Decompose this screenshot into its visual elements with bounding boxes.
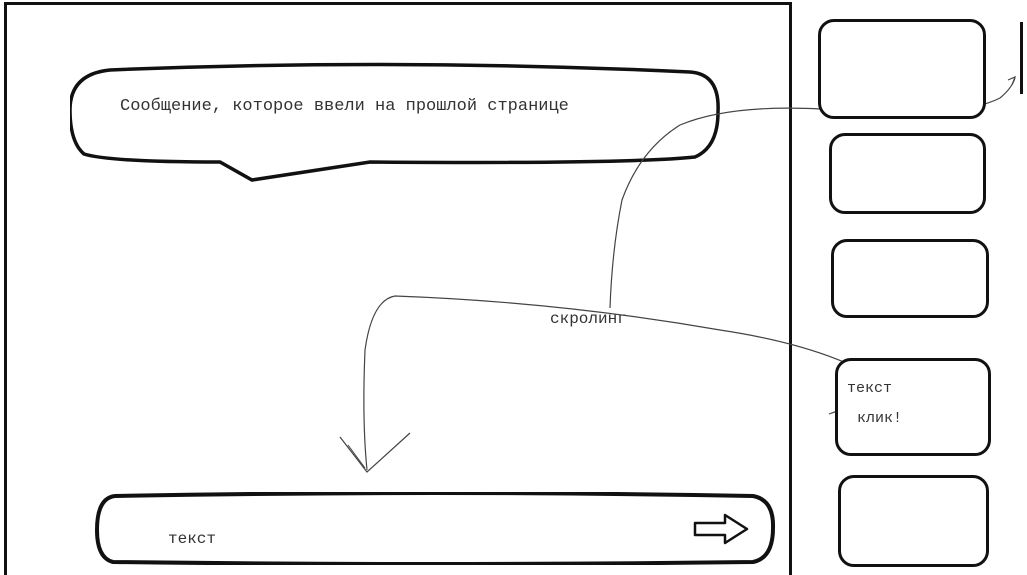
scroll-annotation: скролинг [550, 310, 627, 328]
message-bubble: Сообщение, которое ввели на прошлой стра… [70, 62, 720, 184]
side-button-4-label: текст [847, 380, 893, 397]
message-text: Сообщение, которое ввели на прошлой стра… [120, 97, 569, 116]
send-arrow-icon[interactable] [691, 512, 751, 546]
side-button-5[interactable] [838, 475, 989, 567]
click-annotation: клик! [857, 410, 903, 427]
input-text: текст [168, 530, 217, 548]
scrollbar-thumb[interactable] [1020, 22, 1023, 94]
side-button-3[interactable] [831, 239, 989, 318]
bubble-outline [70, 62, 720, 182]
side-button-1[interactable] [818, 19, 986, 119]
input-outline [94, 492, 776, 565]
message-input[interactable]: текст [93, 492, 776, 565]
side-button-4[interactable] [835, 358, 991, 456]
side-button-2[interactable] [829, 133, 986, 214]
